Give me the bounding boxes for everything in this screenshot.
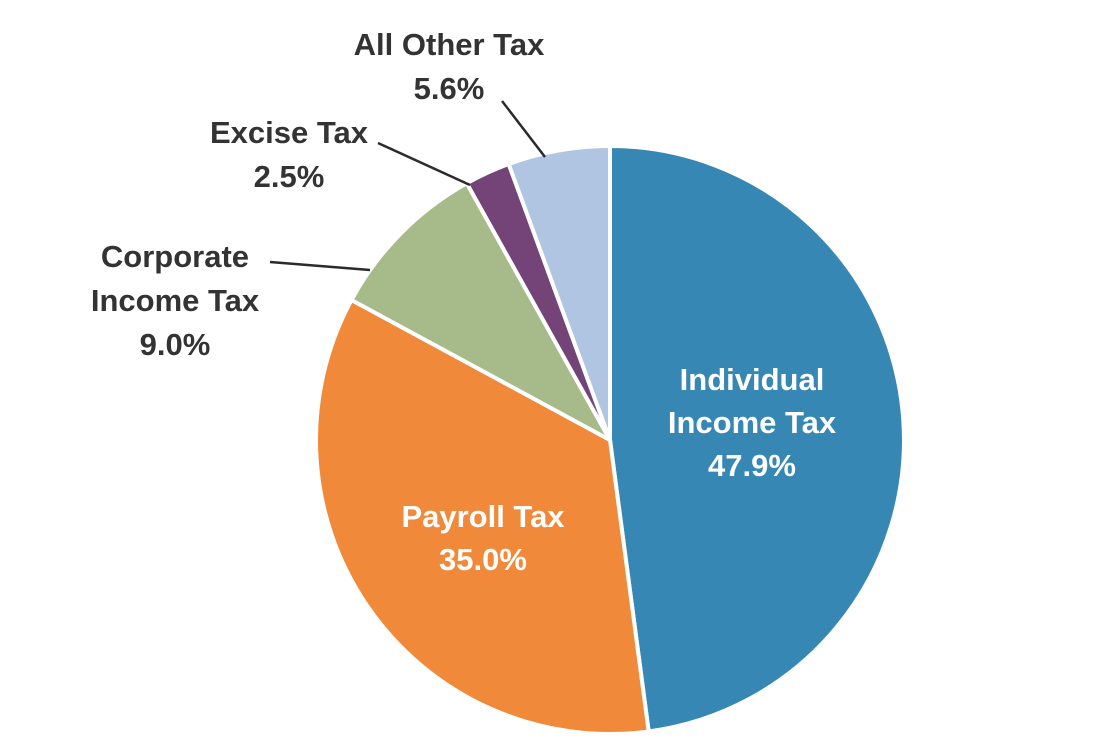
slice-value-label: 35.0% <box>439 542 527 577</box>
slice-value-label: 9.0% <box>140 327 211 362</box>
leader-line-all-other-tax <box>501 100 546 158</box>
slice-name-label: Payroll Tax <box>401 499 565 534</box>
leader-line-corporate-income-tax <box>269 260 371 272</box>
slice-value-label: 2.5% <box>254 159 325 194</box>
pie-slice-payroll-tax <box>314 297 651 736</box>
pie-slice-individual-income-tax <box>608 144 906 734</box>
leader-line-excise-tax <box>377 141 471 187</box>
slice-label-excise-tax: Excise Tax 2.5% <box>210 115 369 194</box>
pie-slice-corporate-income-tax <box>349 181 612 442</box>
slice-name-label: Corporate <box>101 239 249 274</box>
slice-name-label: Individual <box>680 362 825 397</box>
slices-layer <box>314 144 906 736</box>
labels-layer: Individual Income Tax 47.9% Payroll Tax 35.0… <box>91 27 837 577</box>
slice-name-label: Excise Tax <box>210 115 369 150</box>
slice-label-corporate-income-tax: Corporate Income Tax 9.0% <box>91 239 260 362</box>
slice-value-label: 5.6% <box>414 71 485 106</box>
pie-slice-all-other-tax <box>506 144 612 442</box>
slice-name-label: Income Tax <box>91 283 260 318</box>
slice-label-payroll-tax: Payroll Tax 35.0% <box>401 499 565 577</box>
slice-value-label: 47.9% <box>708 448 796 483</box>
slice-name-label: All Other Tax <box>354 27 545 62</box>
slice-name-label: Income Tax <box>668 405 837 440</box>
leaders-layer <box>269 100 546 272</box>
slice-label-individual-income-tax: Individual Income Tax 47.9% <box>668 362 837 483</box>
slice-label-all-other-tax: All Other Tax 5.6% <box>354 27 545 106</box>
